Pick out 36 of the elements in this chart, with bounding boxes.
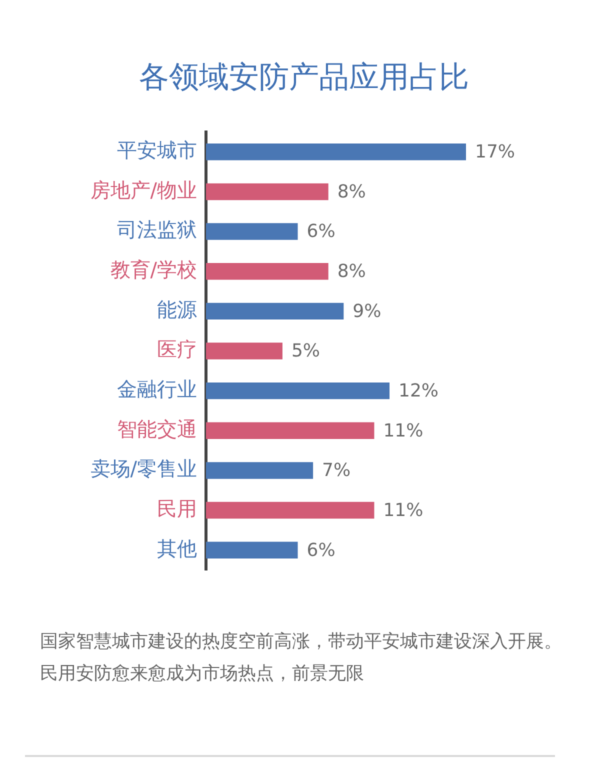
data-label: 5% [291, 340, 320, 362]
bar [206, 502, 374, 519]
data-label: 12% [398, 380, 439, 402]
bar [206, 462, 314, 479]
y-tick-label: 金融行业 [117, 377, 197, 402]
data-label: 7% [322, 460, 351, 482]
data-label: 11% [383, 500, 424, 521]
y-tick-label: 智能交通 [117, 416, 197, 441]
data-label: 6% [306, 221, 336, 242]
y-tick-label: 平安城市 [117, 138, 197, 162]
y-tick-label: 卖场/零售业 [90, 456, 197, 481]
y-tick-label: 司法监狱 [117, 218, 197, 242]
data-label: 8% [337, 181, 366, 202]
bar [206, 183, 328, 200]
bar [206, 382, 390, 400]
data-label: 8% [337, 261, 366, 282]
bar [206, 223, 298, 240]
y-tick-label: 医疗 [157, 337, 197, 362]
text: 国家智慧城市建设的热度空前高涨，带动平安城市建设深入开展。 [40, 630, 563, 654]
bar [206, 144, 466, 160]
data-label: 9% [352, 300, 382, 322]
data-label: 11% [383, 420, 424, 442]
text: 民用安防愈来愈成为市场热点，前景无限 [40, 662, 365, 686]
y-tick-label: 教育/学校 [110, 258, 197, 282]
y-tick-label: 民用 [157, 496, 197, 520]
bar [206, 302, 344, 320]
chart-title: 各领域安防产品应用占比 [139, 60, 469, 95]
bar [206, 422, 374, 439]
y-tick-label: 房地产/物业 [90, 178, 197, 202]
data-label: 6% [306, 540, 336, 561]
bar [206, 263, 328, 280]
data-label: 17% [475, 142, 516, 163]
bar [206, 542, 298, 558]
bar [206, 342, 282, 360]
y-tick-label: 其他 [157, 536, 197, 560]
y-tick-label: 能源 [157, 297, 197, 322]
